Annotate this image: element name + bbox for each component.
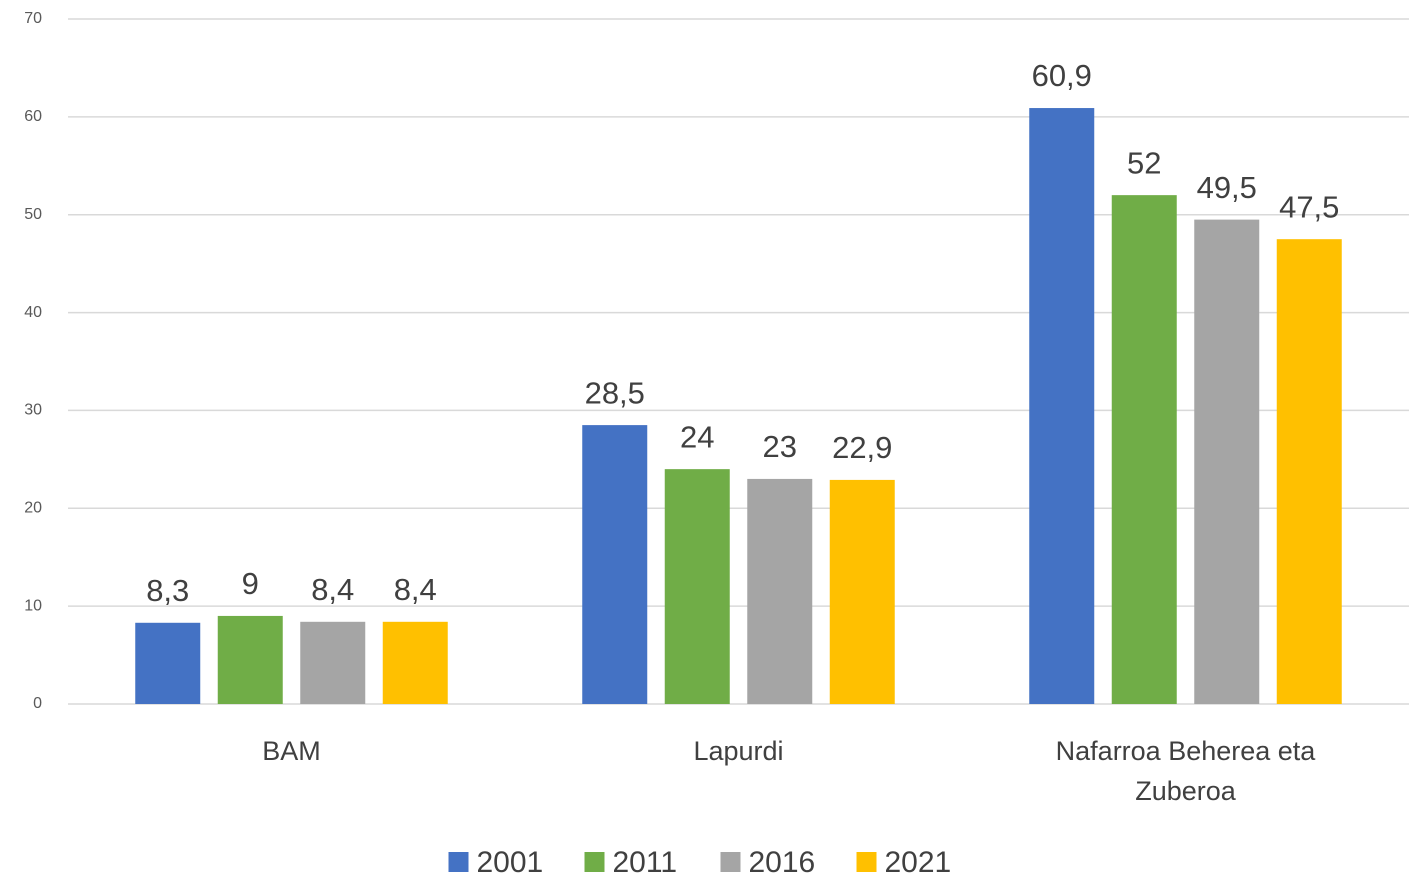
legend-label: 2011	[613, 846, 678, 879]
data-label: 49,5	[1197, 170, 1257, 205]
bar	[1194, 219, 1260, 704]
bar	[1029, 108, 1095, 705]
bar	[1111, 195, 1177, 704]
data-label: 28,5	[585, 375, 645, 410]
bar	[300, 621, 366, 704]
legend-swatch	[448, 852, 469, 872]
y-tick-label: 60	[24, 108, 42, 125]
data-label: 24	[680, 419, 714, 454]
bar	[664, 469, 730, 704]
y-tick-label: 30	[24, 402, 42, 419]
data-label: 22,9	[832, 430, 892, 465]
legend-swatch	[584, 852, 605, 872]
x-tick-label: BAM	[262, 736, 321, 766]
y-tick-label: 0	[33, 695, 42, 712]
data-label: 23	[763, 429, 797, 464]
data-label: 8,4	[311, 572, 354, 607]
bar	[1276, 239, 1342, 704]
x-tick-label: Lapurdi	[693, 736, 784, 766]
legend-swatch	[856, 852, 877, 872]
data-label: 60,9	[1032, 58, 1092, 93]
bar	[217, 615, 283, 704]
bar	[747, 478, 813, 704]
data-label: 9	[242, 566, 259, 601]
x-tick-label: Nafarroa Beherea eta Zuberoa	[1055, 736, 1316, 806]
y-tick-label: 70	[24, 10, 42, 27]
bar	[829, 479, 895, 704]
legend-label: 2016	[749, 846, 816, 879]
legend-label: 2021	[885, 846, 952, 879]
bar	[382, 621, 448, 704]
legend-label: 2001	[477, 846, 544, 879]
data-label: 8,4	[394, 572, 437, 607]
y-tick-label: 10	[24, 597, 42, 614]
bar	[582, 425, 648, 704]
y-tick-label: 50	[24, 206, 42, 223]
y-tick-label: 20	[24, 500, 42, 517]
data-label: 52	[1127, 145, 1161, 180]
data-label: 8,3	[146, 573, 189, 608]
y-tick-label: 40	[24, 304, 42, 321]
bar	[135, 622, 201, 704]
legend-swatch	[720, 852, 741, 872]
data-label: 47,5	[1279, 189, 1339, 224]
